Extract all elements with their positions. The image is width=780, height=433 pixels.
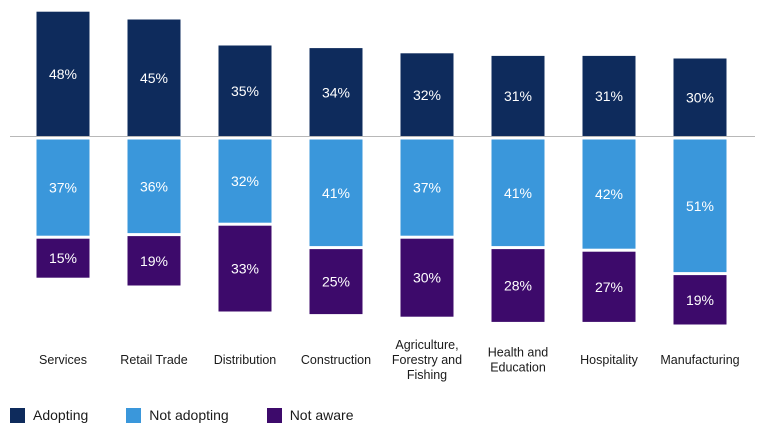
data-label-not-aware-manufacturing: 19%	[686, 292, 714, 308]
category-label-agriculture-forestry-and-fishing: Agriculture, Forestry and Fishing	[392, 338, 462, 382]
bar-adopting-retail-trade	[127, 19, 181, 137]
bar-not-aware-agriculture-forestry-and-fishing	[400, 238, 454, 317]
data-label-not-aware-agriculture-forestry-and-fishing: 30%	[413, 270, 441, 286]
bar-adopting-manufacturing	[673, 58, 727, 137]
category-label-line: Retail Trade	[120, 353, 187, 367]
category-label-distribution: Distribution	[214, 353, 277, 367]
data-label-not-adopting-agriculture-forestry-and-fishing: 37%	[413, 180, 441, 196]
data-label-not-aware-construction: 25%	[322, 274, 350, 290]
legend-label-adopting: Adopting	[33, 407, 89, 423]
data-label-not-aware-retail-trade: 19%	[140, 253, 168, 269]
chart: 48% 37% 15% 45% 36% 19% 35% 32% 33% 34% 41% 25% 32% 3…	[10, 11, 755, 382]
data-label-adopting-manufacturing: 30%	[686, 90, 714, 106]
category-label-manufacturing: Manufacturing	[660, 353, 739, 367]
data-label-adopting-distribution: 35%	[231, 83, 259, 99]
data-label-adopting-retail-trade: 45%	[140, 70, 168, 86]
category-label-services: Services	[39, 353, 87, 367]
legend-swatch-not-adopting	[126, 407, 142, 423]
data-label-not-adopting-distribution: 32%	[231, 173, 259, 189]
data-label-not-adopting-manufacturing: 51%	[686, 198, 714, 214]
bar-not-aware-services	[36, 238, 90, 278]
data-label-not-aware-services: 15%	[49, 250, 77, 266]
bar-not-aware-health-and-education	[491, 249, 545, 322]
bar-not-adopting-agriculture-forestry-and-fishing	[400, 139, 454, 236]
data-label-adopting-agriculture-forestry-and-fishing: 32%	[413, 87, 441, 103]
data-label-not-aware-distribution: 33%	[231, 261, 259, 277]
legend-label-not-adopting: Not adopting	[149, 407, 229, 423]
category-label-line: Services	[39, 353, 87, 367]
bar-adopting-agriculture-forestry-and-fishing	[400, 53, 454, 137]
bar-adopting-distribution	[218, 45, 272, 137]
data-label-not-adopting-health-and-education: 41%	[504, 185, 532, 201]
bar-not-aware-construction	[309, 249, 363, 315]
bar-not-adopting-retail-trade	[127, 139, 181, 234]
category-label-line: Forestry and	[392, 353, 462, 367]
bar-adopting-construction	[309, 48, 363, 137]
data-label-adopting-health-and-education: 31%	[504, 88, 532, 104]
data-label-not-adopting-hospitality: 42%	[595, 186, 623, 202]
category-label-retail-trade: Retail Trade	[120, 353, 187, 367]
bar-not-adopting-services	[36, 139, 90, 236]
category-labels-group: Services Retail Trade Distribution Construc…	[39, 338, 740, 382]
bar-adopting-services	[36, 11, 90, 137]
segment-labels-group: 48% 37% 15% 45% 36% 19% 35% 32% 33% 34% 41% 25% 32% 3…	[49, 66, 714, 308]
category-label-hospitality: Hospitality	[580, 353, 638, 367]
data-label-not-aware-health-and-education: 28%	[504, 278, 532, 294]
category-label-construction: Construction	[301, 353, 371, 367]
category-label-line: Education	[490, 361, 546, 375]
data-label-adopting-construction: 34%	[322, 84, 350, 100]
legend-item-adopting: Adopting	[10, 407, 88, 423]
data-label-adopting-hospitality: 31%	[595, 88, 623, 104]
category-label-line: Fishing	[407, 368, 447, 382]
data-label-not-aware-hospitality: 27%	[595, 279, 623, 295]
bar-not-aware-manufacturing	[673, 275, 727, 325]
data-label-not-adopting-services: 37%	[49, 180, 77, 196]
legend-swatch-not-aware	[266, 407, 282, 423]
legend: Adopting Not adopting Not aware	[10, 407, 392, 423]
data-label-not-adopting-retail-trade: 36%	[140, 178, 168, 194]
category-label-line: Agriculture,	[395, 338, 458, 352]
category-label-line: Manufacturing	[660, 353, 739, 367]
category-label-line: Health and	[488, 346, 549, 360]
bar-not-adopting-distribution	[218, 139, 272, 223]
legend-item-not-adopting: Not adopting	[126, 407, 229, 423]
bar-adopting-hospitality	[582, 55, 636, 137]
bars-group	[36, 11, 727, 325]
bar-not-aware-hospitality	[582, 251, 636, 322]
category-label-health-and-education: Health and Education	[488, 346, 549, 375]
bar-not-adopting-construction	[309, 139, 363, 247]
bar-not-aware-distribution	[218, 225, 272, 312]
category-label-line: Distribution	[214, 353, 277, 367]
legend-label-not-aware: Not aware	[289, 407, 354, 423]
legend-item-not-aware: Not aware	[266, 407, 354, 423]
category-label-line: Construction	[301, 353, 371, 367]
data-label-not-adopting-construction: 41%	[322, 185, 350, 201]
bar-not-adopting-manufacturing	[673, 139, 727, 273]
bar-not-aware-retail-trade	[127, 236, 181, 286]
category-label-line: Hospitality	[580, 353, 638, 367]
bar-not-adopting-health-and-education	[491, 139, 545, 247]
data-label-adopting-services: 48%	[49, 66, 77, 82]
bar-adopting-health-and-education	[491, 55, 545, 137]
legend-swatch-adopting	[10, 407, 25, 423]
bar-not-adopting-hospitality	[582, 139, 636, 249]
